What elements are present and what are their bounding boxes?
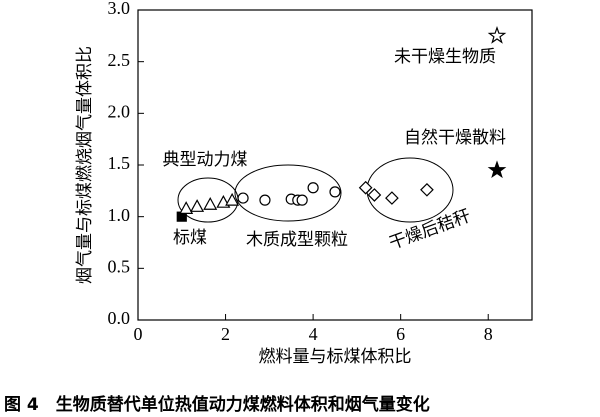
group-ellipse <box>234 164 342 222</box>
x-axis-title: 燃料量与标煤体积比 <box>259 347 412 367</box>
x-tick-label: 6 <box>396 324 405 344</box>
x-tick-label: 0 <box>134 324 143 344</box>
point <box>259 194 271 206</box>
annotation: 典型动力煤 <box>163 150 248 170</box>
point <box>487 25 507 44</box>
y-tick-label: 1.0 <box>108 205 131 225</box>
point <box>367 188 382 202</box>
point <box>179 201 194 214</box>
x-tick-label: 8 <box>484 324 493 344</box>
annotation: 标煤 <box>173 228 207 248</box>
point <box>190 199 205 212</box>
point <box>203 197 218 210</box>
point <box>487 160 507 179</box>
annotation: 木质成型颗粒 <box>246 230 348 250</box>
point <box>237 192 249 204</box>
point <box>225 192 240 206</box>
annotation: 未干燥生物质 <box>394 47 496 67</box>
y-tick-label: 0.5 <box>108 256 131 276</box>
point <box>420 182 434 197</box>
y-tick-label: 1.5 <box>108 153 131 173</box>
point <box>385 191 399 205</box>
y-tick-label: 0.0 <box>108 308 131 328</box>
y-axis-title: 烟气量与标煤燃烧烟气量体积比 <box>75 46 95 284</box>
y-tick-label: 2.0 <box>108 101 131 121</box>
point <box>329 186 341 198</box>
y-tick-label: 3.0 <box>108 0 131 18</box>
y-tick-label: 2.5 <box>108 50 131 70</box>
x-tick-label: 4 <box>309 324 318 344</box>
group-ellipse <box>366 157 454 223</box>
x-tick-label: 2 <box>221 324 230 344</box>
annotation: 自然干燥散料 <box>404 128 506 148</box>
point <box>358 180 373 195</box>
point <box>296 194 308 206</box>
annotation: 干燥后秸秆 <box>387 206 474 254</box>
point <box>307 182 319 194</box>
figure-caption: 图 4 生物质替代单位热值动力煤燃料体积和烟气量变化 <box>4 394 430 415</box>
